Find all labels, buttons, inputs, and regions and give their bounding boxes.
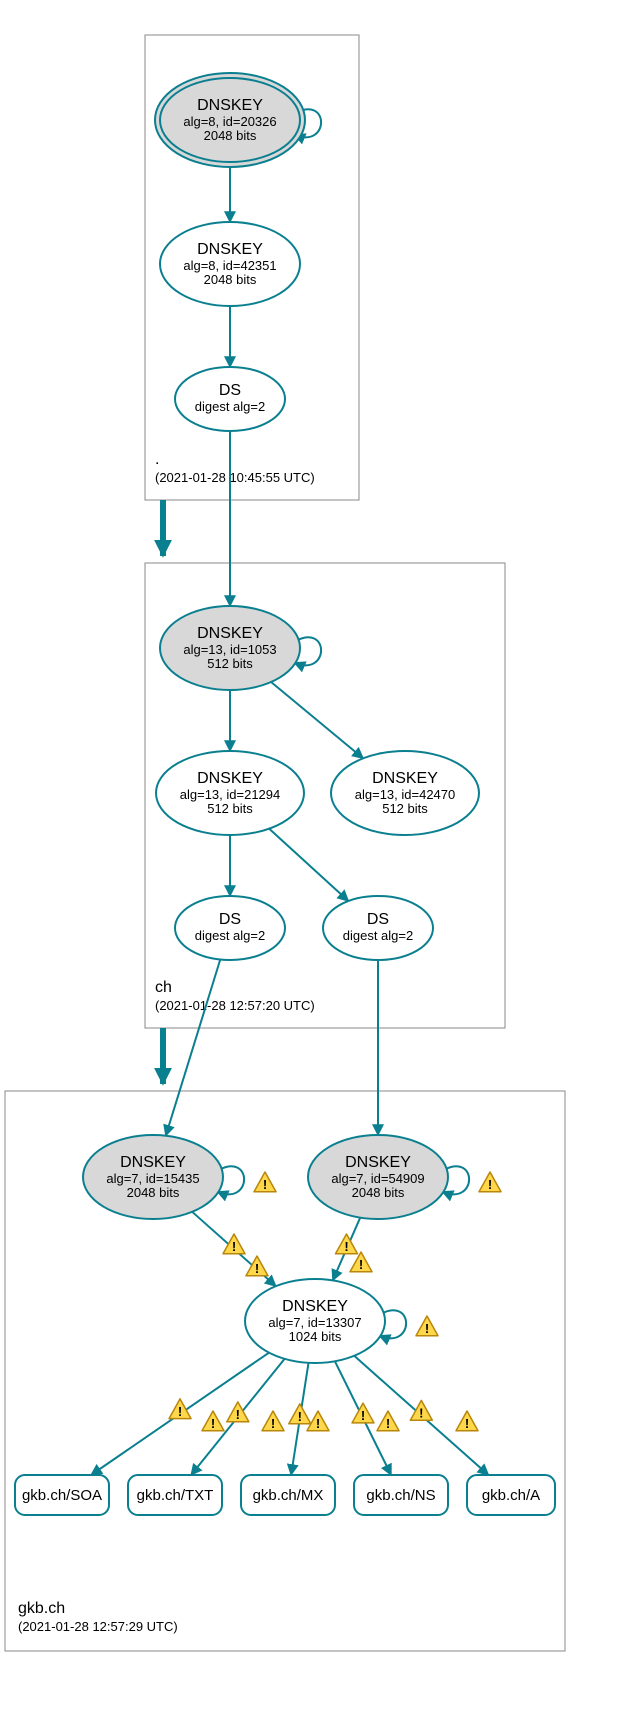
node-title: DS (367, 911, 389, 928)
edge (271, 682, 363, 758)
warning-icon: ! (410, 1400, 432, 1420)
edge (269, 829, 348, 901)
node-sub1: digest alg=2 (195, 928, 265, 943)
warning-icon: ! (377, 1411, 399, 1431)
warning-icon: ! (350, 1252, 372, 1272)
leaf-label: gkb.ch/NS (366, 1487, 435, 1504)
node-title: DNSKEY (197, 625, 263, 642)
node-sub2: 2048 bits (352, 1185, 405, 1200)
svg-text:!: ! (211, 1416, 215, 1431)
node-sub1: alg=7, id=15435 (106, 1171, 199, 1186)
node-sub1: alg=13, id=21294 (180, 787, 280, 802)
node-sub2: 1024 bits (289, 1329, 342, 1344)
node-title: DNSKEY (197, 97, 263, 114)
edge (166, 959, 220, 1135)
svg-text:!: ! (465, 1416, 469, 1431)
svg-text:!: ! (255, 1261, 259, 1276)
svg-text:!: ! (232, 1239, 236, 1254)
warning-icon: ! (246, 1256, 268, 1276)
svg-text:!: ! (344, 1239, 348, 1254)
node-title: DNSKEY (120, 1154, 186, 1171)
node-title: DNSKEY (345, 1154, 411, 1171)
node-title: DNSKEY (197, 241, 263, 258)
zone-timestamp-ch: (2021-01-28 12:57:20 UTC) (155, 998, 315, 1013)
zone-label-root: . (155, 451, 159, 468)
leaf-label: gkb.ch/TXT (137, 1487, 214, 1504)
zone-timestamp-root: (2021-01-28 10:45:55 UTC) (155, 470, 315, 485)
svg-text:!: ! (236, 1407, 240, 1422)
node-title: DNSKEY (372, 770, 438, 787)
node-sub2: 512 bits (207, 656, 253, 671)
svg-text:!: ! (263, 1177, 267, 1192)
node-title: DNSKEY (282, 1298, 348, 1315)
zone-label-gkb: gkb.ch (18, 1600, 65, 1617)
node-sub1: digest alg=2 (195, 399, 265, 414)
warning-icon: ! (254, 1172, 276, 1192)
warning-icon: ! (352, 1403, 374, 1423)
node-title: DNSKEY (197, 770, 263, 787)
node-sub1: alg=13, id=42470 (355, 787, 455, 802)
node-sub1: alg=7, id=13307 (268, 1315, 361, 1330)
warning-icon: ! (416, 1316, 438, 1336)
zone-label-ch: ch (155, 979, 172, 996)
warning-icon: ! (336, 1234, 358, 1254)
node-sub1: alg=8, id=20326 (183, 114, 276, 129)
svg-text:!: ! (178, 1404, 182, 1419)
svg-text:!: ! (361, 1408, 365, 1423)
dnssec-graph: . (2021-01-28 10:45:55 UTC) ch (2021-01-28 … (0, 0, 640, 1721)
leaf-label: gkb.ch/A (482, 1487, 540, 1504)
warning-icon: ! (289, 1404, 311, 1424)
warning-icon: ! (479, 1172, 501, 1192)
warning-icon: ! (223, 1234, 245, 1254)
svg-text:!: ! (419, 1405, 423, 1420)
svg-text:!: ! (271, 1416, 275, 1431)
node-sub2: 2048 bits (204, 128, 257, 143)
warning-icon: ! (227, 1402, 249, 1422)
node-sub2: 2048 bits (127, 1185, 180, 1200)
node-title: DS (219, 382, 241, 399)
node-sub1: digest alg=2 (343, 928, 413, 943)
leaf-label: gkb.ch/SOA (22, 1487, 102, 1504)
leaf-label: gkb.ch/MX (253, 1487, 324, 1504)
node-sub1: alg=13, id=1053 (183, 642, 276, 657)
svg-text:!: ! (298, 1409, 302, 1424)
warning-icon: ! (262, 1411, 284, 1431)
svg-text:!: ! (359, 1257, 363, 1272)
warning-icon: ! (202, 1411, 224, 1431)
svg-text:!: ! (386, 1416, 390, 1431)
warning-icon: ! (307, 1411, 329, 1431)
svg-text:!: ! (488, 1177, 492, 1192)
node-title: DS (219, 911, 241, 928)
node-sub1: alg=7, id=54909 (331, 1171, 424, 1186)
svg-text:!: ! (425, 1321, 429, 1336)
zone-timestamp-gkb: (2021-01-28 12:57:29 UTC) (18, 1619, 178, 1634)
warning-icon: ! (456, 1411, 478, 1431)
node-sub2: 512 bits (207, 801, 253, 816)
node-sub2: 512 bits (382, 801, 428, 816)
node-sub1: alg=8, id=42351 (183, 258, 276, 273)
svg-text:!: ! (316, 1416, 320, 1431)
node-sub2: 2048 bits (204, 272, 257, 287)
